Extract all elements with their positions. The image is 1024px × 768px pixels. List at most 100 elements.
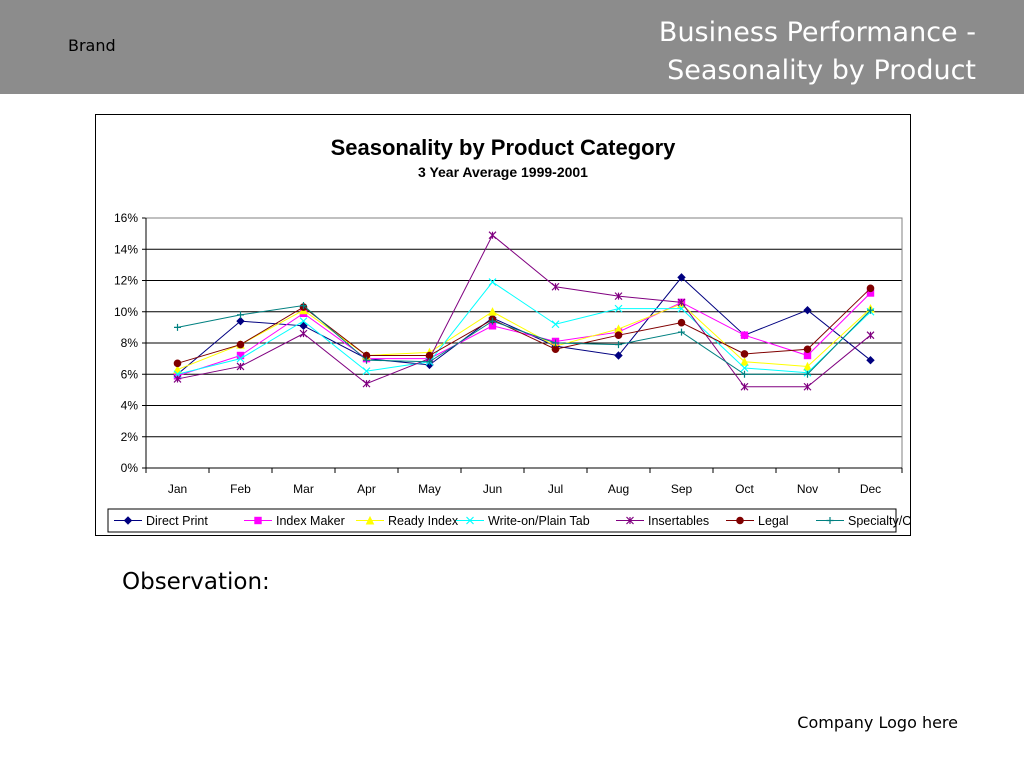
chart-container: Seasonality by Product Category 3 Year Av… xyxy=(95,114,911,536)
data-point-legal xyxy=(803,345,812,354)
slide-title-line2: Seasonality by Product xyxy=(667,55,976,86)
data-point-write-on-plain-tab xyxy=(299,317,308,326)
y-tick-label: 4% xyxy=(121,399,139,413)
chart-title: Seasonality by Product Category xyxy=(331,135,677,160)
legend-label-specialty-other: Specialty/Other xyxy=(848,514,910,528)
series-line-ready-index xyxy=(177,303,871,371)
data-point-legal xyxy=(614,331,623,339)
y-tick-label: 16% xyxy=(114,211,138,225)
legend-label-insertables: Insertables xyxy=(648,514,709,528)
data-point-direct-print xyxy=(866,355,875,365)
y-tick-label: 8% xyxy=(121,336,139,350)
legend-label-write-on-plain-tab: Write-on/Plain Tab xyxy=(488,514,590,528)
legend-marker-insertables xyxy=(626,516,634,525)
x-tick-label: Feb xyxy=(230,482,251,496)
legend-marker-index-maker xyxy=(254,516,262,525)
y-tick-label: 10% xyxy=(114,305,138,319)
data-point-insertables xyxy=(551,282,560,291)
data-point-insertables xyxy=(803,382,812,391)
x-tick-label: Sep xyxy=(671,482,693,496)
legend-label-ready-index: Ready Index xyxy=(388,514,459,528)
series-line-legal xyxy=(177,287,871,364)
data-point-legal xyxy=(551,345,560,354)
data-point-specialty-other xyxy=(615,341,622,349)
seasonality-chart: Seasonality by Product Category 3 Year Av… xyxy=(107,135,910,533)
data-point-index-maker xyxy=(740,331,749,339)
company-logo-placeholder: Company Logo here xyxy=(797,713,958,732)
x-tick-label: Jan xyxy=(168,482,187,496)
data-point-insertables xyxy=(614,292,623,301)
brand-label: Brand xyxy=(68,36,116,55)
legend-marker-direct-print xyxy=(123,516,133,525)
data-point-ready-index xyxy=(740,357,749,366)
data-point-write-on-plain-tab xyxy=(236,354,245,363)
data-point-direct-print xyxy=(803,305,812,315)
x-tick-label: Dec xyxy=(860,482,881,496)
data-point-ready-index xyxy=(803,361,812,371)
legend-label-legal: Legal xyxy=(758,514,789,528)
series-line-direct-print xyxy=(177,276,871,375)
data-point-legal xyxy=(173,359,182,368)
data-point-write-on-plain-tab xyxy=(551,320,560,329)
header-bar: Brand Business Performance - Seasonality… xyxy=(0,0,1024,94)
data-point-legal xyxy=(866,284,875,293)
series-line-insertables xyxy=(177,234,871,388)
data-point-insertables xyxy=(488,231,497,240)
data-point-direct-print xyxy=(299,321,308,331)
legend-label-direct-print: Direct Print xyxy=(146,514,208,528)
data-point-insertables xyxy=(173,375,182,383)
data-point-insertables xyxy=(866,331,875,340)
observation-label: Observation: xyxy=(122,569,270,595)
data-point-insertables xyxy=(236,362,245,371)
data-point-specialty-other xyxy=(804,370,811,378)
data-point-legal xyxy=(740,350,749,358)
series-line-index-maker xyxy=(177,292,871,377)
data-point-specialty-other xyxy=(363,356,370,364)
x-tick-label: Nov xyxy=(797,482,818,496)
data-point-specialty-other xyxy=(867,306,874,314)
y-tick-label: 14% xyxy=(114,242,138,256)
legend-marker-write-on-plain-tab xyxy=(466,516,474,525)
chart-subtitle: 3 Year Average 1999-2001 xyxy=(418,164,588,180)
data-point-specialty-other xyxy=(678,328,685,336)
data-point-ready-index xyxy=(173,364,182,374)
data-point-legal xyxy=(677,318,686,327)
x-tick-label: Jun xyxy=(483,482,502,496)
y-tick-label: 0% xyxy=(121,461,139,475)
x-tick-label: Jul xyxy=(548,482,563,496)
data-point-ready-index xyxy=(488,307,497,316)
data-point-specialty-other xyxy=(489,317,496,325)
x-tick-label: Apr xyxy=(357,482,376,496)
data-point-insertables xyxy=(677,298,686,307)
legend-marker-specialty-other xyxy=(826,517,834,524)
legend-marker-legal xyxy=(736,516,744,525)
data-point-specialty-other xyxy=(174,323,181,331)
data-point-legal xyxy=(425,351,434,360)
data-point-specialty-other xyxy=(741,370,748,378)
data-point-direct-print xyxy=(614,351,623,360)
data-point-write-on-plain-tab xyxy=(740,364,749,372)
slide-title: Business Performance - Seasonality by Pr… xyxy=(556,14,976,90)
data-point-insertables xyxy=(740,382,749,391)
legend-marker-ready-index xyxy=(365,515,375,525)
series-line-write-on-plain-tab xyxy=(177,281,871,375)
y-tick-label: 6% xyxy=(121,367,139,381)
x-tick-label: May xyxy=(418,482,441,496)
data-point-write-on-plain-tab xyxy=(488,278,497,286)
x-tick-label: Aug xyxy=(608,482,629,496)
y-tick-label: 12% xyxy=(114,274,138,288)
data-point-direct-print xyxy=(677,273,686,282)
slide-title-line1: Business Performance - xyxy=(658,17,976,48)
data-point-specialty-other xyxy=(552,339,559,347)
x-tick-label: Mar xyxy=(293,482,314,496)
data-point-specialty-other xyxy=(426,358,433,366)
data-point-write-on-plain-tab xyxy=(362,367,371,376)
x-tick-label: Oct xyxy=(735,482,754,496)
series-line-specialty-other xyxy=(177,304,871,375)
data-point-index-maker xyxy=(803,351,812,360)
data-point-write-on-plain-tab xyxy=(614,304,623,313)
data-point-legal xyxy=(236,340,245,349)
y-tick-label: 2% xyxy=(121,430,139,444)
data-point-direct-print xyxy=(236,316,245,326)
legend-label-index-maker: Index Maker xyxy=(276,514,345,528)
